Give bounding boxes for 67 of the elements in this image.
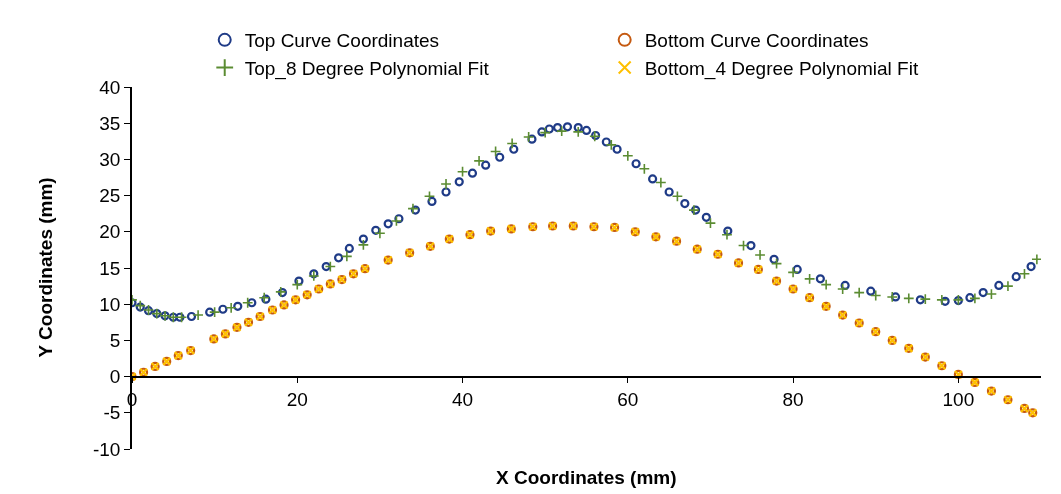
x-tick-label: 40: [451, 389, 474, 411]
y-tick-label: 20: [99, 221, 121, 243]
point: [324, 260, 337, 273]
x-tick-label: 100: [942, 389, 975, 411]
point: [489, 145, 502, 158]
point: [919, 293, 932, 305]
point: [1002, 280, 1014, 292]
point: [1018, 268, 1031, 280]
y-axis-title: Y Coordinates (mm): [34, 177, 56, 358]
point: [836, 283, 849, 295]
point: [754, 249, 766, 261]
point: [556, 125, 568, 137]
y-tick-label: 35: [99, 112, 121, 134]
y-tick-label: 30: [99, 149, 121, 171]
point: [374, 227, 386, 239]
y-tick-label: 40: [99, 76, 121, 98]
point: [820, 278, 832, 291]
point: [969, 292, 981, 305]
point: [390, 215, 403, 227]
y-tick-label: -5: [103, 402, 121, 424]
y-tick-label: 5: [109, 330, 121, 352]
point: [241, 297, 254, 309]
point: [225, 302, 237, 314]
y-tick-label: 15: [99, 257, 121, 279]
point: [704, 217, 717, 229]
point: [671, 190, 684, 203]
legend-label: Top_8 Degree Polynomial Fit: [244, 57, 490, 80]
point: [506, 137, 518, 150]
point: [473, 155, 485, 167]
point: [936, 294, 948, 306]
legend-label: Top Curve Coordinates: [244, 30, 440, 52]
x-tick-label: 80: [782, 389, 804, 411]
point: [803, 273, 816, 285]
point: [985, 288, 998, 300]
point: [456, 166, 469, 178]
y-tick-label: -10: [92, 438, 121, 460]
point: [1031, 253, 1041, 266]
x-axis-title: X Coordinates (mm): [496, 467, 677, 488]
point: [721, 229, 733, 241]
point: [572, 126, 584, 138]
point: [770, 257, 783, 270]
point: [605, 139, 617, 151]
point: [291, 278, 303, 291]
point: [737, 239, 750, 252]
point: [787, 266, 799, 279]
point: [622, 150, 634, 162]
point: [357, 239, 370, 251]
y-tick-label: 25: [99, 185, 121, 207]
x-tick-label: 60: [617, 389, 639, 411]
legend-label: Bottom_4 Degree Polynomial Fit: [644, 57, 919, 80]
point: [522, 131, 535, 143]
point: [886, 291, 898, 303]
point: [341, 250, 353, 263]
y-tick-label: 0: [109, 366, 121, 388]
point: [655, 176, 667, 189]
point: [903, 292, 915, 305]
legend-label: Bottom Curve Coordinates: [644, 30, 869, 52]
point: [192, 309, 204, 321]
point: [853, 286, 865, 299]
point: [539, 126, 551, 139]
point: [208, 306, 221, 318]
point: [440, 178, 452, 190]
point: [870, 289, 882, 302]
x-tick-label: 20: [286, 389, 308, 411]
point: [638, 163, 651, 175]
point: [423, 190, 436, 203]
y-tick-label: 10: [99, 293, 121, 315]
